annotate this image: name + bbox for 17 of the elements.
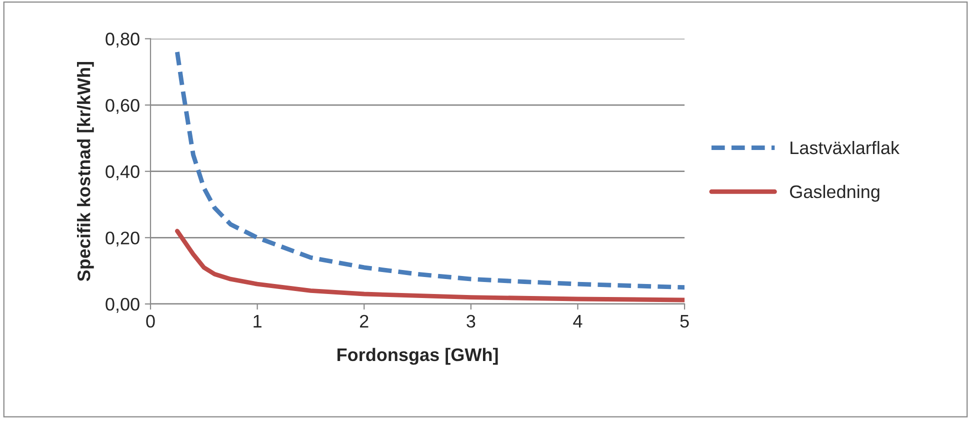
x-axis-title: Fordonsgas [GWh] xyxy=(338,348,498,365)
y-tick-label: 0,60 xyxy=(106,98,140,114)
x-tick-label: 1 xyxy=(254,315,262,328)
legend-label: Gasledning xyxy=(790,184,880,202)
y-tick-label: 0,00 xyxy=(106,298,140,313)
x-tick-label: 2 xyxy=(360,314,368,328)
line-series xyxy=(174,50,685,290)
x-tick-label: 0 xyxy=(146,314,155,328)
legend-label: Lastväxlarflak xyxy=(790,140,900,154)
y-tick-label: 0,80 xyxy=(106,32,140,48)
x-tick-label: 5 xyxy=(680,315,689,328)
line-series xyxy=(174,228,685,302)
x-tick-label: 3 xyxy=(466,314,476,328)
y-axis-title: Specifik kostnad [kr/kWh] xyxy=(77,62,94,282)
y-tick-label: 0,20 xyxy=(106,232,140,247)
y-tick-label: 0,40 xyxy=(106,165,140,180)
x-tick-label: 4 xyxy=(573,315,582,328)
